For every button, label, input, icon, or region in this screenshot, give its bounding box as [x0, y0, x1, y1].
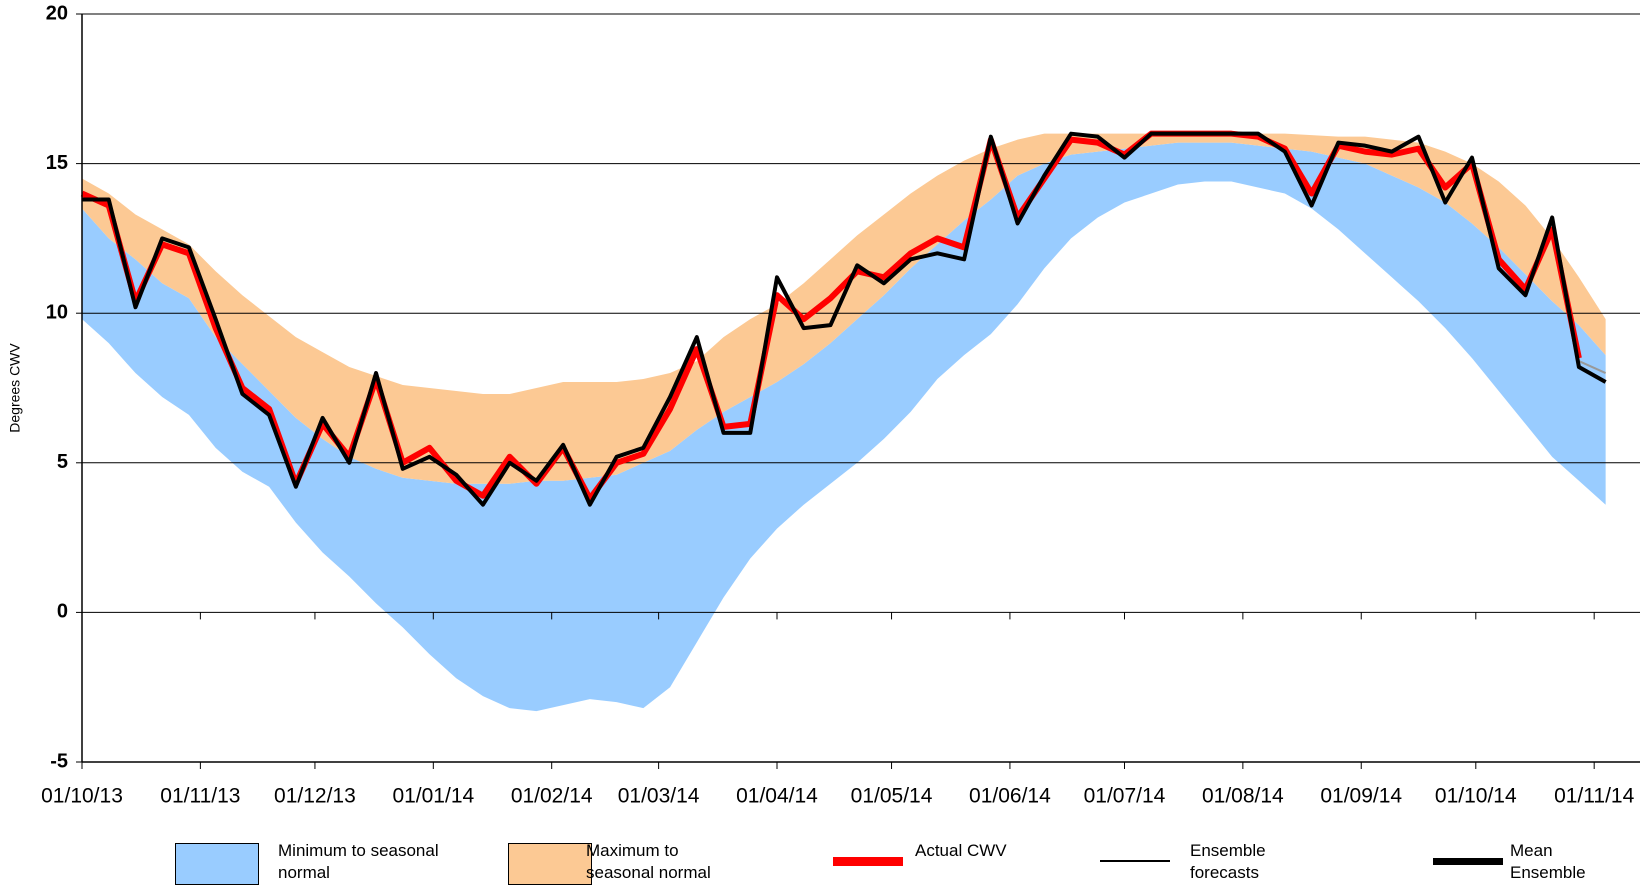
y-tick-label: 20: [46, 2, 68, 24]
band: [82, 142, 1606, 712]
x-tick-label: 01/08/14: [1202, 785, 1284, 808]
x-tick-label: 01/05/14: [851, 785, 933, 808]
x-tick-label: 01/10/13: [41, 785, 123, 808]
y-axis-label: Degrees CWV: [7, 343, 23, 433]
legend-swatch: [508, 843, 592, 885]
x-tick-label: 01/02/14: [511, 785, 593, 808]
x-tick-label: 01/11/14: [1554, 785, 1635, 808]
x-tick-label: 01/07/14: [1084, 785, 1166, 808]
x-tick-label: 01/04/14: [736, 785, 818, 808]
y-tick-label: 15: [46, 152, 68, 174]
y-tick-label: -5: [50, 750, 68, 772]
line-series: [82, 131, 1607, 507]
band: [82, 133, 1606, 484]
legend-swatch: [175, 843, 259, 885]
legend-label: Actual CWV: [915, 841, 1007, 860]
x-tick-label: 01/11/13: [160, 785, 240, 808]
x-tick-label: 01/01/14: [392, 785, 474, 808]
x-tick-label: 01/09/14: [1320, 785, 1402, 808]
y-tick-label: 0: [57, 601, 68, 623]
legend-label: Maximum to seasonal normal: [586, 841, 711, 882]
x-tick-label: 01/10/14: [1435, 785, 1517, 808]
x-tick-label: 01/03/14: [618, 785, 700, 808]
y-tick-label: 10: [46, 301, 68, 323]
legend-swatch: [833, 856, 903, 866]
line-series: [1578, 360, 1607, 374]
legend-label: Mean Ensemble: [1510, 841, 1586, 882]
legend-label: Ensemble forecasts: [1190, 841, 1266, 882]
x-tick-label: 01/12/13: [274, 785, 356, 808]
x-tick-label: 01/06/14: [969, 785, 1051, 808]
legend-swatch: [1100, 860, 1170, 862]
legend-label: Minimum to seasonal normal: [278, 841, 439, 882]
y-tick-label: 5: [57, 451, 68, 473]
legend-swatch: [1433, 857, 1503, 865]
